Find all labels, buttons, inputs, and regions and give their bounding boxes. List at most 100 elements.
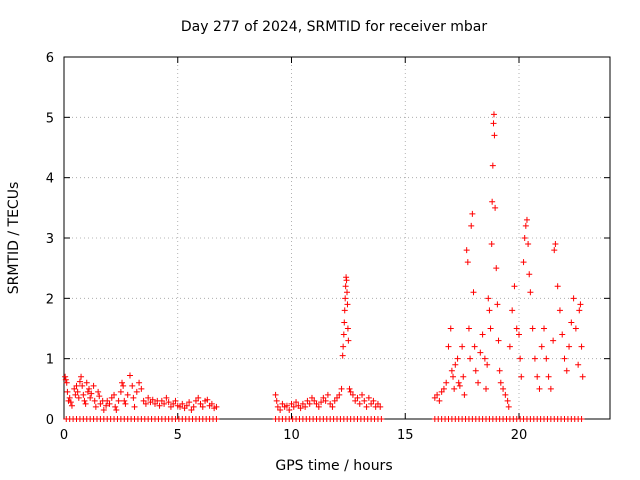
data-point [86, 385, 93, 392]
data-point [339, 352, 346, 359]
data-point [152, 400, 158, 407]
data-point [62, 373, 69, 380]
data-point [488, 241, 495, 248]
data-point [179, 400, 186, 407]
data-point [521, 235, 528, 241]
data-point [465, 325, 472, 332]
data-point [341, 319, 348, 326]
data-point [72, 391, 79, 398]
data-point [518, 373, 525, 380]
data-point [82, 400, 89, 407]
data-point [436, 397, 443, 404]
data-point [483, 385, 490, 392]
data-point [190, 403, 197, 410]
data-point [547, 385, 554, 392]
y-tick-label: 4 [46, 172, 54, 187]
data-point [506, 343, 513, 350]
data-point [161, 400, 168, 407]
data-point [188, 406, 195, 413]
data-point [340, 331, 347, 338]
data-point [329, 403, 336, 410]
data-point [578, 416, 585, 422]
data-point [136, 379, 143, 386]
data-point [363, 403, 370, 410]
data-point [79, 382, 86, 389]
x-tick-label: 20 [511, 428, 528, 443]
data-point [274, 403, 281, 410]
data-point [477, 349, 484, 356]
y-tick-label: 3 [46, 232, 54, 247]
data-point [495, 337, 502, 344]
y-tick-label: 5 [46, 111, 54, 126]
data-point [342, 283, 349, 290]
data-point [172, 397, 179, 404]
data-point [344, 301, 351, 308]
data-point [199, 403, 206, 410]
data-point [165, 399, 172, 406]
data-point [469, 210, 476, 217]
data-point [273, 397, 280, 404]
data-point [142, 400, 149, 407]
data-point [460, 373, 467, 380]
data-point [552, 241, 559, 248]
data-point [96, 393, 103, 400]
data-point [516, 331, 522, 338]
data-point [531, 355, 538, 362]
x-axis-label: GPS time / hours [275, 458, 392, 474]
data-point [520, 259, 527, 266]
data-point [88, 390, 95, 397]
data-point [204, 396, 211, 403]
data-point [566, 343, 573, 350]
data-point [467, 355, 474, 362]
data-point [563, 367, 570, 374]
data-point [543, 355, 550, 362]
data-point [496, 367, 503, 374]
data-point [272, 391, 279, 398]
data-point [578, 343, 585, 350]
data-point [338, 385, 345, 392]
data-point [297, 405, 304, 412]
y-axis: 0 1 2 3 4 5 6 [46, 51, 610, 428]
data-point [122, 400, 129, 407]
data-point [527, 289, 534, 296]
data-point [370, 397, 377, 404]
data-point [66, 394, 73, 401]
data-point [470, 289, 477, 296]
data-point [434, 391, 441, 398]
data-point [108, 394, 115, 401]
data-point [536, 385, 543, 392]
data-point [322, 397, 329, 404]
data-point [145, 394, 152, 401]
data-point [97, 400, 104, 407]
x-tick-label: 15 [397, 428, 414, 443]
y-tick-label: 6 [46, 51, 54, 66]
data-point [568, 319, 575, 326]
data-point [186, 399, 193, 406]
data-point [124, 391, 131, 398]
data-point [486, 307, 493, 314]
data-point [73, 382, 80, 389]
data-point [529, 325, 536, 332]
data-point [192, 397, 199, 404]
data-point [493, 265, 500, 272]
data-point [459, 343, 466, 350]
data-point [450, 373, 457, 380]
data-point [113, 406, 120, 413]
data-point [497, 379, 504, 386]
data-point [456, 382, 463, 389]
y-axis-label: SRMTID / TECUs [6, 182, 22, 295]
data-point [487, 325, 494, 332]
data-point [90, 382, 97, 389]
data-point [336, 391, 343, 398]
data-point [534, 373, 541, 380]
data-point [550, 337, 557, 344]
x-axis: 0 5 10 15 20 [60, 57, 527, 443]
data-point [575, 361, 582, 368]
data-point [183, 402, 190, 409]
data-point [511, 283, 518, 290]
data-point [163, 394, 170, 401]
data-point [177, 403, 184, 410]
data-point [490, 120, 497, 127]
data-point [561, 355, 568, 362]
